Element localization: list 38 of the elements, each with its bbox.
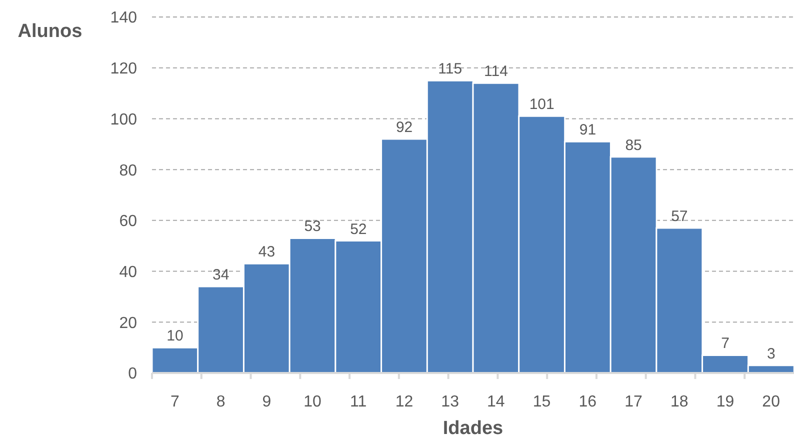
x-tick-label: 12 (395, 393, 414, 410)
data-label: 52 (350, 220, 367, 238)
data-label: 57 (671, 208, 688, 226)
x-tick-label: 19 (716, 393, 734, 410)
data-label: 7 (721, 335, 730, 352)
y-axis-title: Alunos (18, 21, 82, 42)
x-tick-label: 13 (441, 393, 460, 410)
x-tick-label: 17 (624, 393, 642, 410)
y-tick-label: 100 (110, 111, 138, 128)
data-label: 91 (579, 122, 596, 139)
y-tick-label: 140 (110, 10, 138, 27)
x-tick-label: 15 (532, 393, 551, 410)
x-tick-label: 16 (578, 393, 597, 410)
x-tick-label: 10 (304, 393, 322, 410)
y-tick-label: 120 (110, 60, 138, 78)
data-label: 53 (304, 218, 321, 236)
x-tick-label: 9 (262, 393, 272, 410)
x-tick-label: 8 (216, 393, 226, 410)
x-tick-label: 7 (170, 393, 180, 410)
data-label: 114 (484, 63, 508, 80)
data-label: 43 (258, 244, 276, 261)
data-label: 85 (625, 136, 642, 154)
data-label: 115 (438, 60, 462, 78)
y-tick-label: 0 (128, 366, 138, 383)
data-label: 34 (212, 266, 230, 284)
y-tick-label: 80 (119, 162, 138, 180)
x-axis-title: Idades (442, 418, 504, 438)
data-label: 92 (396, 119, 413, 136)
y-tick-label: 20 (119, 314, 138, 332)
x-tick-label: 11 (350, 393, 367, 410)
data-label: 101 (529, 96, 554, 114)
x-tick-label: 18 (670, 393, 688, 410)
x-tick-label: 20 (762, 393, 780, 410)
x-tick-label: 14 (487, 393, 505, 410)
y-tick-label: 60 (119, 213, 138, 230)
data-label: 10 (166, 328, 184, 345)
data-label: 3 (766, 345, 776, 362)
y-tick-label: 40 (119, 264, 138, 281)
